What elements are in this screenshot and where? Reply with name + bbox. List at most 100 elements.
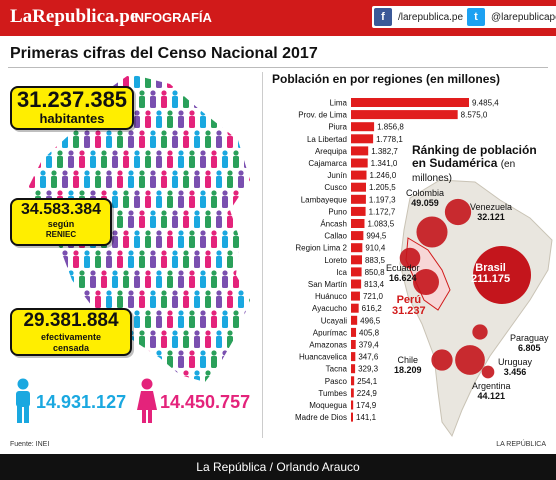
person-head — [167, 110, 173, 116]
person-body — [46, 356, 52, 368]
country-name: Colombia — [406, 188, 445, 198]
person-body — [167, 156, 173, 168]
bar-value-label: 883,5 — [365, 256, 386, 265]
person-body — [73, 376, 79, 382]
person-head — [222, 230, 228, 236]
person-body — [244, 116, 250, 128]
person-body — [128, 296, 134, 308]
person-body — [205, 336, 211, 348]
person-body — [189, 236, 195, 248]
person-body — [106, 296, 112, 308]
person-head — [227, 210, 233, 216]
person-head — [134, 110, 140, 116]
person-body — [227, 256, 233, 268]
person-body — [189, 316, 195, 328]
person-head — [112, 150, 118, 156]
bar-chart-title: Población en por regiones (en millones) — [272, 72, 501, 86]
bar-value-label: 8.575,0 — [461, 111, 488, 120]
person-head — [123, 230, 129, 236]
brand-logo[interactable]: LaRepublica.pe — [10, 6, 139, 27]
person-head — [28, 74, 30, 76]
person-body — [183, 216, 189, 228]
person-head — [73, 250, 79, 256]
person-body — [123, 236, 129, 248]
censada-value: 29.381.884 — [23, 310, 119, 331]
person-body — [172, 176, 178, 188]
bar — [351, 315, 358, 325]
bar-category-label: Amazonas — [309, 341, 347, 350]
person-head — [128, 210, 134, 216]
person-body — [51, 256, 57, 268]
person-body — [2, 356, 8, 368]
person-head — [227, 90, 233, 96]
person-head — [249, 90, 250, 96]
bar — [351, 340, 356, 349]
person-body — [167, 196, 173, 208]
person-body — [28, 156, 30, 168]
person-head — [51, 170, 57, 176]
person-head — [167, 350, 173, 356]
person-head — [161, 250, 167, 256]
country-value: 49.059 — [411, 198, 439, 208]
person-body — [150, 336, 156, 348]
person-body — [40, 176, 46, 188]
person-body — [183, 256, 189, 268]
person-body — [84, 256, 90, 268]
bar-value-label: 1.341,0 — [371, 159, 398, 168]
country-label: Argentina 44.121 — [472, 381, 511, 401]
person-head — [205, 90, 211, 96]
facebook-link[interactable]: f /larepublica.pe — [372, 6, 472, 28]
person-body — [161, 96, 167, 108]
person-head — [255, 190, 260, 195]
bar-category-label: Huánuco — [315, 292, 348, 301]
person-head — [183, 210, 189, 216]
person-head — [233, 110, 239, 116]
country-name: Argentina — [472, 381, 511, 391]
person-body — [194, 176, 200, 188]
person-body — [227, 376, 233, 382]
person-head — [134, 190, 140, 196]
person-head — [117, 370, 123, 376]
person-body — [222, 316, 228, 328]
bar-category-label: Piura — [328, 123, 347, 132]
person-head — [145, 150, 151, 156]
person-head — [145, 230, 151, 236]
country-bubble — [473, 246, 531, 304]
person-head — [139, 330, 145, 336]
bar — [351, 364, 356, 374]
person-head — [205, 370, 211, 376]
person-body — [194, 336, 200, 348]
country-bubble — [472, 324, 488, 340]
person-head — [35, 190, 41, 196]
person-head — [2, 350, 7, 355]
country-label: Perú 31.237 — [392, 295, 426, 317]
person-head — [238, 330, 244, 336]
section-label[interactable]: INFOGRAFÍA — [131, 10, 212, 25]
person-head — [68, 150, 74, 156]
twitter-icon: t — [467, 8, 485, 26]
person-head — [211, 74, 217, 76]
person-head — [211, 350, 217, 356]
person-head — [117, 250, 123, 256]
person-head — [7, 130, 12, 135]
person-head — [172, 130, 178, 136]
person-head — [194, 130, 200, 136]
person-head — [62, 250, 68, 256]
person-body — [189, 196, 195, 208]
person-body — [2, 76, 8, 88]
bar-category-label: La Libertad — [307, 135, 347, 144]
person-body — [150, 256, 156, 268]
person-body — [62, 176, 68, 188]
person-head — [101, 190, 107, 196]
person-head — [205, 330, 211, 336]
reniec-label-2: RENIEC — [45, 230, 77, 239]
country-label: Ecuador 16.624 — [386, 263, 420, 283]
person-body — [134, 236, 140, 248]
person-body — [145, 316, 151, 328]
person-head — [13, 70, 18, 75]
bar-category-label: Prov. de Lima — [298, 111, 347, 120]
person-head — [68, 74, 74, 76]
person-body — [222, 276, 228, 288]
twitter-link[interactable]: t @larepublicape — [465, 6, 556, 28]
total-population-box: 31.237.385 habitantes — [10, 86, 134, 130]
